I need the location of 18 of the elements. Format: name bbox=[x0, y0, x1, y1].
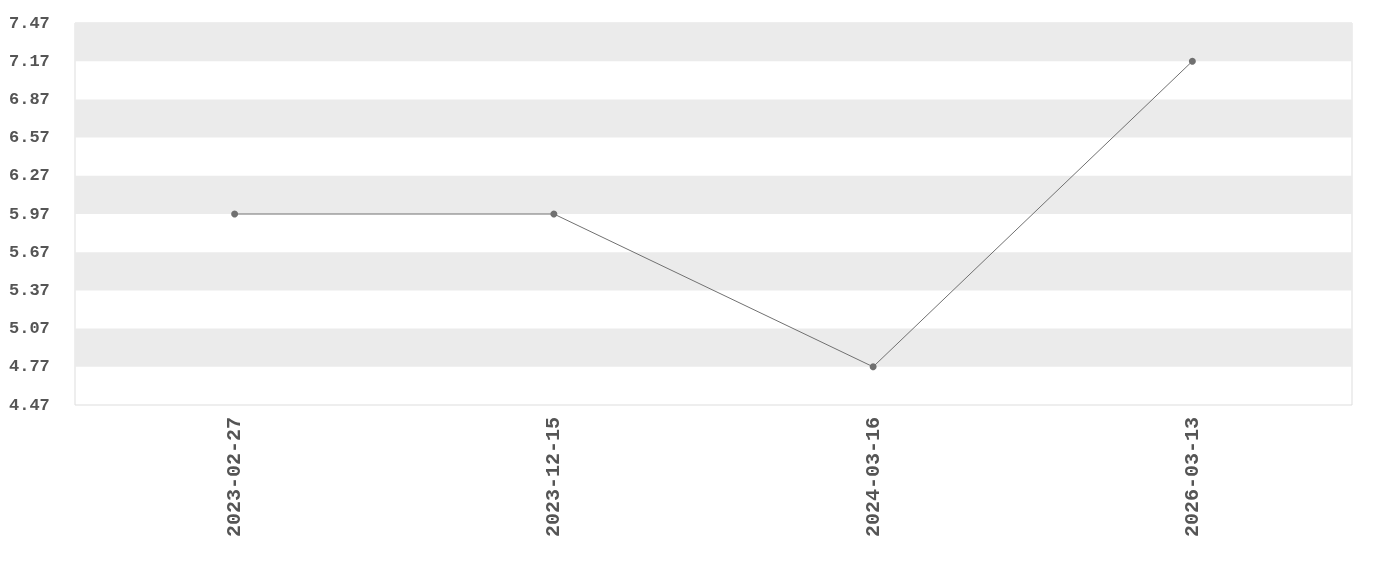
x-tick-label: 2024-03-16 bbox=[861, 417, 885, 538]
y-tick-label: 6.27 bbox=[9, 166, 50, 186]
y-tick-label: 7.17 bbox=[9, 51, 50, 71]
y-tick-label: 7.47 bbox=[9, 13, 50, 33]
y-tick-label: 6.57 bbox=[9, 128, 50, 148]
point bbox=[869, 363, 877, 371]
y-tick-label: 6.87 bbox=[9, 89, 50, 109]
point bbox=[231, 210, 239, 218]
y-tick-label: 5.07 bbox=[9, 319, 50, 339]
x-tick-label: 2023-12-15 bbox=[542, 417, 566, 538]
y-tick-label: 5.37 bbox=[9, 280, 50, 300]
y-tick-label: 5.67 bbox=[9, 242, 50, 262]
y-tick-label: 4.77 bbox=[9, 357, 50, 377]
y-tick-label: 4.47 bbox=[9, 395, 50, 415]
x-tick-label: 2023-02-27 bbox=[223, 417, 247, 538]
y-tick-label: 5.97 bbox=[9, 204, 50, 224]
point bbox=[1188, 57, 1196, 65]
x-tick-label: 2026-03-13 bbox=[1180, 417, 1204, 538]
